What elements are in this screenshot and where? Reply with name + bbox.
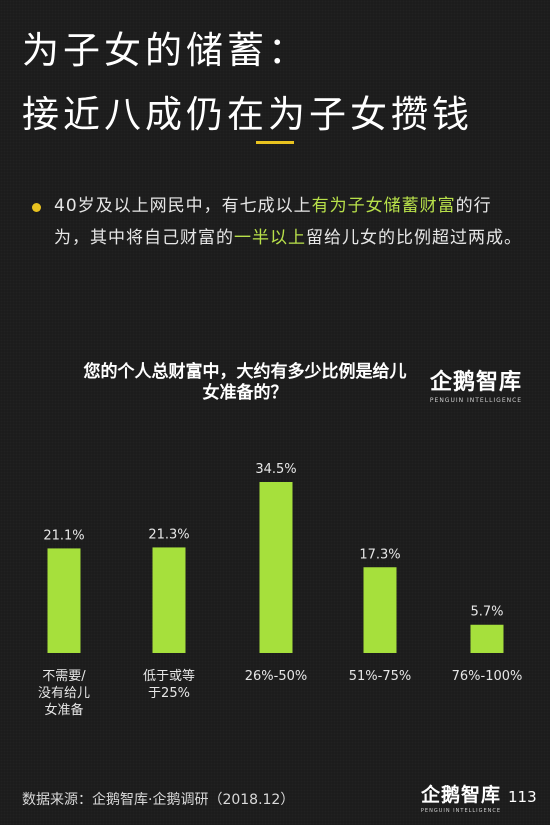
bar-value-label-3: 17.3% — [359, 547, 400, 562]
summary-paragraph: 40岁及以上网民中，有七成以上有为子女储蓄财富的行为，其中将自己财富的一半以上留… — [54, 190, 524, 254]
bar-3 — [363, 567, 397, 653]
category-label-4: 76%-100% — [452, 669, 523, 684]
bar-4 — [470, 624, 504, 653]
category-label-line: 没有给儿 — [38, 686, 90, 701]
category-label-line: 不需要/ — [42, 669, 86, 684]
bar-1 — [152, 547, 186, 653]
footer-brand-logo: 企鹅智库 PENGUIN INTELLIGENCE — [420, 780, 502, 814]
data-source: 数据来源：企鹅智库·企鹅调研（2018.12） — [22, 792, 295, 808]
bar-value-label-2: 34.5% — [255, 462, 296, 477]
summary-text-2: 的行为，其中将自己财富的 — [54, 196, 492, 248]
bar-value-label-4: 5.7% — [470, 605, 503, 620]
footer-brand-tagline: PENGUIN INTELLIGENCE — [420, 808, 502, 814]
category-label-line: 51%-75% — [349, 669, 411, 684]
page-number: 113 — [508, 788, 537, 806]
page-title-line-2: 接近八成仍在为子女攒钱 — [22, 93, 473, 136]
brand-logo: 企鹅智库 PENGUIN INTELLIGENCE — [426, 364, 526, 404]
category-label-3: 51%-75% — [349, 669, 411, 684]
category-label-line: 26%-50% — [245, 669, 307, 684]
title-accent-bar — [256, 141, 294, 144]
bar-chart: 21.1% 不需要/没有给儿女准备 21.3% 低于或等于25% 34.5% 26%-50… — [38, 462, 523, 718]
bar-value-label-1: 21.3% — [148, 527, 189, 542]
category-label-line: 76%-100% — [452, 669, 523, 684]
bar-value-label-0: 21.1% — [43, 528, 84, 543]
category-label-0: 不需要/没有给儿女准备 — [38, 669, 90, 718]
brand-logo-name: 企鹅智库 — [429, 370, 522, 395]
category-label-1: 低于或等于25% — [143, 668, 195, 701]
bar-0 — [47, 548, 81, 653]
category-label-line: 低于或等 — [143, 668, 195, 684]
bullet-dot — [32, 203, 41, 212]
chart-title: 您的个人总财富中，大约有多少比例是给儿女准备的？ — [83, 362, 407, 403]
bar-2 — [259, 482, 293, 653]
summary-text-3: 留给儿女的比例超过两成。 — [306, 228, 522, 248]
footer-brand-name: 企鹅智库 — [420, 784, 501, 806]
page-title-line-1: 为子女的储蓄： — [22, 29, 309, 72]
brand-logo-tagline: PENGUIN INTELLIGENCE — [429, 397, 523, 404]
summary-highlight-1: 有为子女储蓄财富 — [311, 196, 456, 216]
category-label-2: 26%-50% — [245, 669, 307, 684]
category-label-line: 于25% — [148, 686, 190, 701]
category-label-line: 女准备 — [44, 702, 83, 718]
summary-text-1: 40岁及以上网民中，有七成以上 — [54, 196, 312, 216]
summary-highlight-2: 一半以上 — [234, 228, 306, 248]
